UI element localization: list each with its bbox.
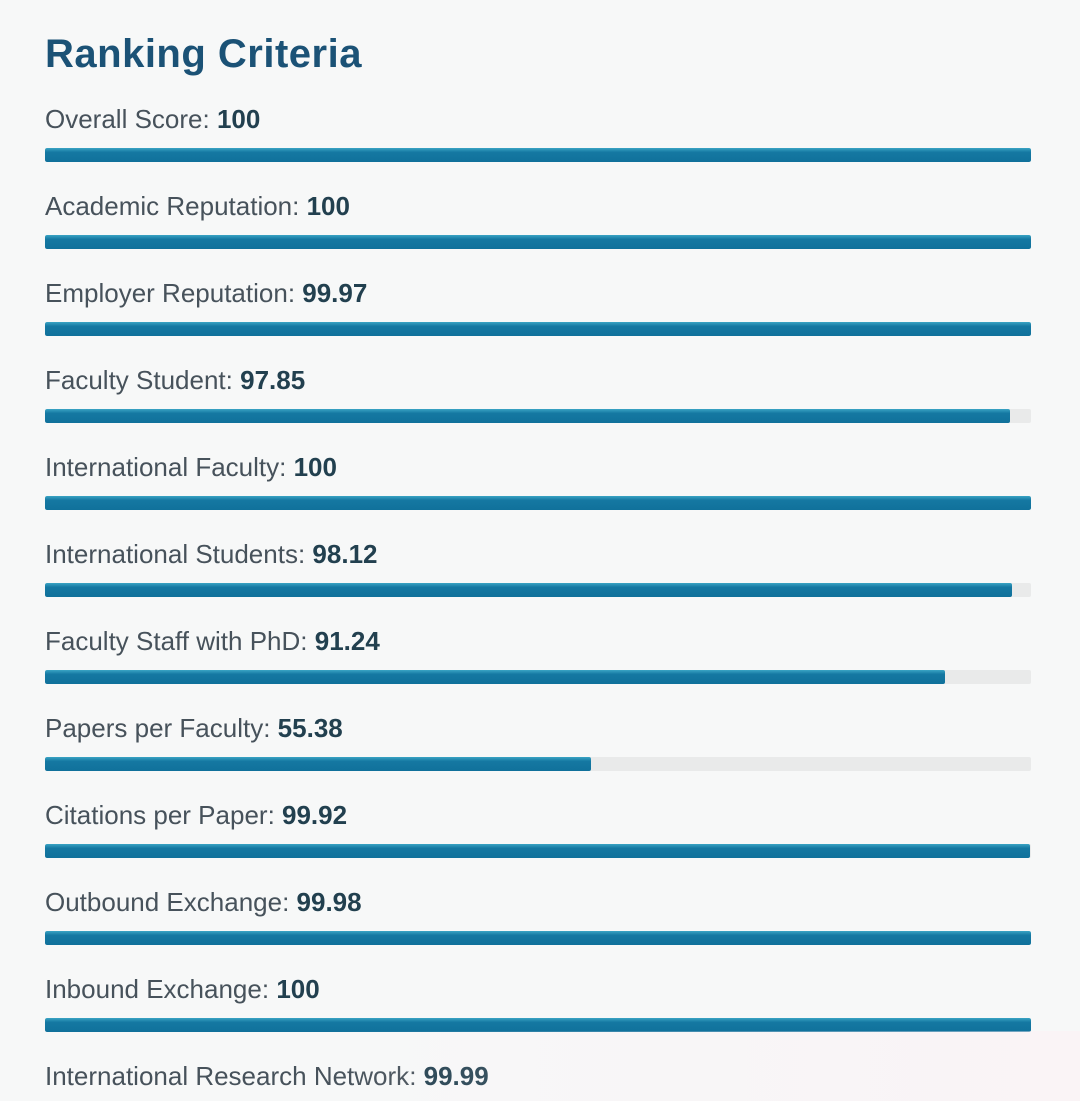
progress-bar-fill xyxy=(45,757,592,771)
progress-bar-track xyxy=(45,496,1031,510)
progress-bar-track xyxy=(45,844,1031,858)
progress-bar-fill xyxy=(45,670,945,684)
metric-row: Faculty Staff with PhD: 91.24 xyxy=(45,627,1031,684)
metric-name: International Faculty xyxy=(45,452,280,482)
metric-value: 97.85 xyxy=(240,365,306,395)
metric-value: 99.98 xyxy=(296,887,362,917)
metric-value: 98.12 xyxy=(312,539,378,569)
progress-bar-fill xyxy=(45,322,1031,336)
metric-label: Faculty Staff with PhD: 91.24 xyxy=(45,626,380,656)
metric-name: International Research Network xyxy=(45,1061,410,1091)
progress-bar-fill xyxy=(45,235,1031,249)
metrics-list: Overall Score: 100 Academic Reputation: 1… xyxy=(45,105,1031,1101)
progress-bar-track xyxy=(45,583,1031,597)
metric-value: 91.24 xyxy=(314,626,380,656)
progress-bar-track xyxy=(45,1018,1031,1032)
progress-bar-fill xyxy=(45,1018,1031,1032)
metric-label: International Research Network: 99.99 xyxy=(45,1061,489,1091)
progress-bar-fill xyxy=(45,583,1013,597)
metric-row: Academic Reputation: 100 xyxy=(45,192,1031,249)
metric-label: Academic Reputation: 100 xyxy=(45,191,350,221)
metric-name: Outbound Exchange xyxy=(45,887,283,917)
metric-label: Outbound Exchange: 99.98 xyxy=(45,887,362,917)
metric-name: Faculty Staff with PhD xyxy=(45,626,301,656)
progress-bar-track xyxy=(45,757,1031,771)
metric-label: Papers per Faculty: 55.38 xyxy=(45,713,343,743)
metric-label: International Students: 98.12 xyxy=(45,539,378,569)
metric-name: Faculty Student xyxy=(45,365,226,395)
metric-value: 100 xyxy=(216,104,261,134)
metric-value: 99.97 xyxy=(302,278,368,308)
metric-value: 99.92 xyxy=(282,800,348,830)
metric-value: 100 xyxy=(276,974,320,1004)
metric-value: 99.99 xyxy=(423,1061,489,1091)
metric-row: Overall Score: 100 xyxy=(45,105,1031,162)
metric-label: Faculty Student: 97.85 xyxy=(45,365,306,395)
metric-row: International Students: 98.12 xyxy=(45,540,1031,597)
metric-value: 100 xyxy=(306,191,350,221)
metric-row: Inbound Exchange: 100 xyxy=(45,975,1031,1032)
progress-bar-fill xyxy=(45,931,1031,945)
metric-row: Citations per Paper: 99.92 xyxy=(45,801,1031,858)
page-title: Ranking Criteria xyxy=(45,32,362,76)
metric-row: International Research Network: 99.99 xyxy=(45,1062,1031,1101)
metric-label: Overall Score: 100 xyxy=(45,104,261,134)
metric-row: International Faculty: 100 xyxy=(45,453,1031,510)
progress-bar-fill xyxy=(45,844,1031,858)
metric-name: Inbound Exchange xyxy=(45,974,262,1004)
progress-bar-track xyxy=(45,322,1031,336)
progress-bar-track xyxy=(45,670,1031,684)
metric-name: Employer Reputation xyxy=(45,278,288,308)
progress-bar-track xyxy=(45,235,1031,249)
metric-name: International Students xyxy=(45,539,298,569)
metric-row: Faculty Student: 97.85 xyxy=(45,366,1031,423)
metric-name: Academic Reputation xyxy=(45,191,293,221)
progress-bar-track xyxy=(45,931,1031,945)
progress-bar-fill xyxy=(45,496,1031,510)
progress-bar-fill xyxy=(45,409,1010,423)
metric-name: Papers per Faculty xyxy=(45,713,264,743)
metric-name: Overall Score xyxy=(45,104,203,134)
metric-value: 100 xyxy=(293,452,337,482)
progress-bar-track xyxy=(45,148,1031,162)
progress-bar-track xyxy=(45,409,1031,423)
metric-label: Citations per Paper: 99.92 xyxy=(45,800,348,830)
progress-bar-fill xyxy=(45,148,1031,162)
metric-row: Outbound Exchange: 99.98 xyxy=(45,888,1031,945)
metric-name: Citations per Paper xyxy=(45,800,268,830)
metric-label: International Faculty: 100 xyxy=(45,452,337,482)
metric-row: Employer Reputation: 99.97 xyxy=(45,279,1031,336)
metric-value: 55.38 xyxy=(277,713,343,743)
metric-label: Employer Reputation: 99.97 xyxy=(45,278,368,308)
metric-label: Inbound Exchange: 100 xyxy=(45,974,320,1004)
metric-row: Papers per Faculty: 55.38 xyxy=(45,714,1031,771)
